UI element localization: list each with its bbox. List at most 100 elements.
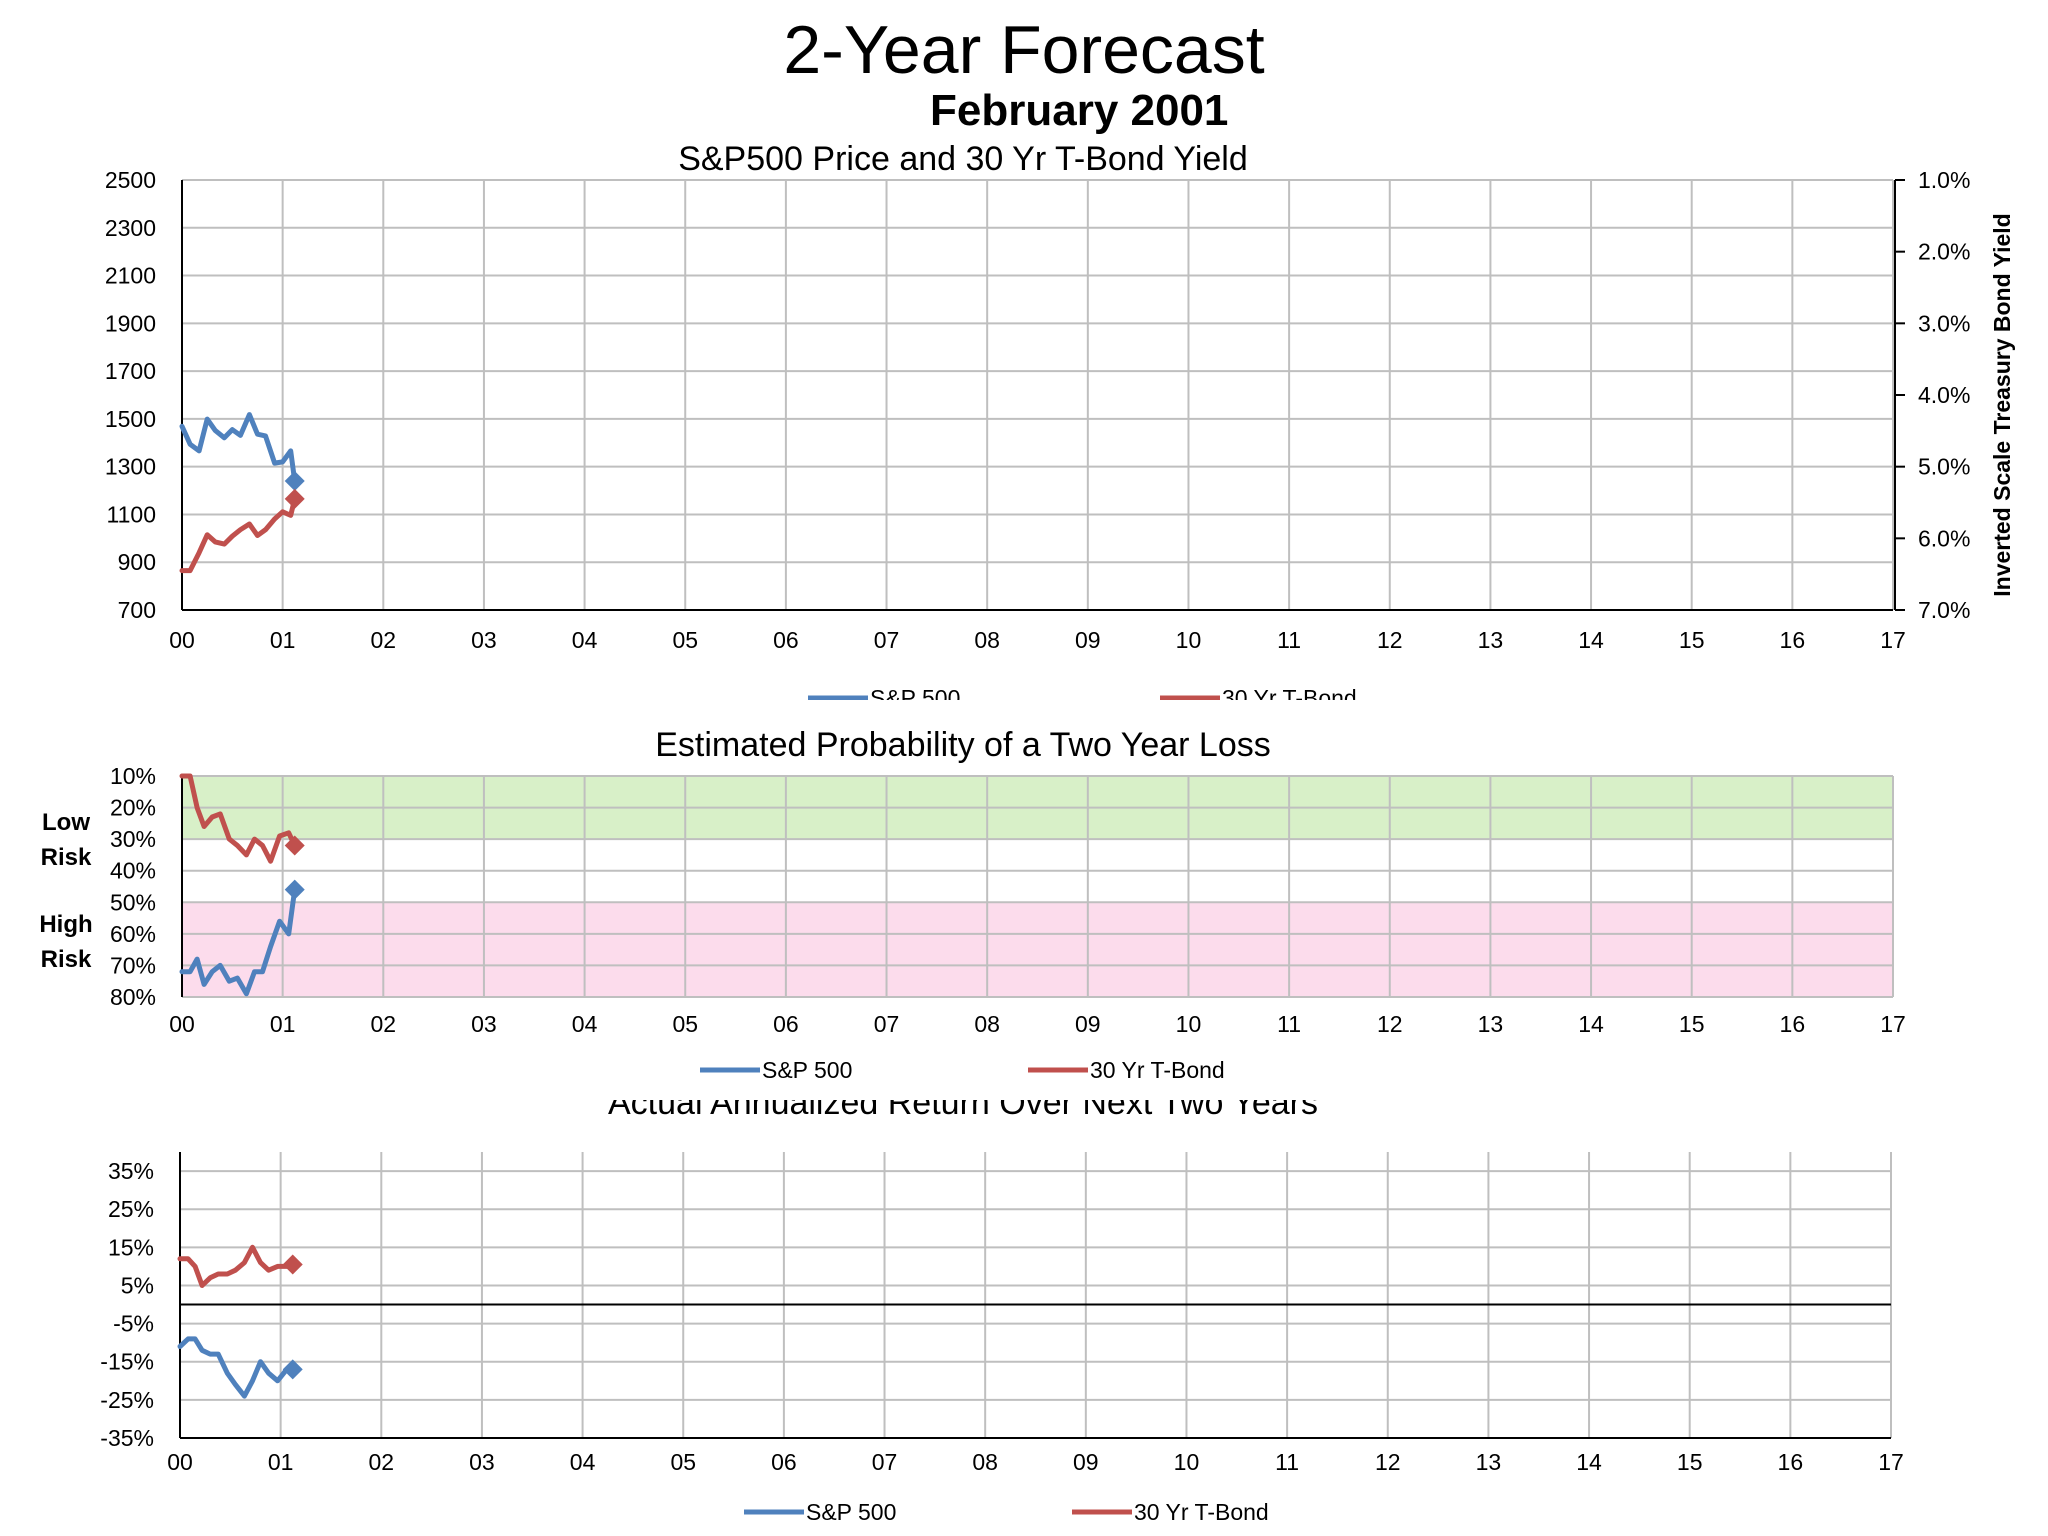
chart1-y-tick-label: 1100 bbox=[107, 501, 156, 527]
chart1-x-tick-label: 03 bbox=[471, 627, 497, 653]
chart3-tbond-end-marker bbox=[282, 1254, 303, 1275]
chart2-x-tick-label: 06 bbox=[773, 1011, 799, 1037]
chart1-y-tick-label: 1700 bbox=[105, 358, 156, 384]
chart1-sp500-end-marker bbox=[284, 471, 305, 491]
high-risk-label-line2: Risk bbox=[41, 946, 92, 973]
chart1-x-tick-label: 16 bbox=[1780, 627, 1806, 653]
chart3-x-tick-label: 05 bbox=[670, 1449, 696, 1475]
chart1-x-tick-label: 11 bbox=[1277, 627, 1301, 653]
chart2-y-tick-label: 40% bbox=[110, 858, 156, 884]
chart1-title: S&P500 Price and 30 Yr T-Bond Yield bbox=[678, 140, 1248, 178]
chart2-y-tick-label: 10% bbox=[110, 763, 156, 789]
chart2-legend-label: S&P 500 bbox=[762, 1057, 852, 1083]
chart3-y-tick-label: -35% bbox=[100, 1425, 154, 1451]
chart1-x-tick-label: 12 bbox=[1377, 627, 1403, 653]
chart3-y-tick-label: 15% bbox=[108, 1234, 154, 1260]
chart3-x-tick-label: 06 bbox=[771, 1449, 797, 1475]
chart3-sp500-line bbox=[177, 1336, 296, 1399]
chart3-y-tick-label: 5% bbox=[121, 1272, 154, 1298]
chart3-x-tick-label: 11 bbox=[1275, 1449, 1299, 1475]
loss-probability-chart: Estimated Probability of a Two Year Loss… bbox=[39, 726, 1906, 1083]
chart1-x-tick-label: 15 bbox=[1679, 627, 1705, 653]
chart1-x-tick-label: 02 bbox=[370, 627, 396, 653]
chart3-legend-label: S&P 500 bbox=[806, 1499, 896, 1525]
chart2-sp500-end-marker bbox=[284, 879, 305, 900]
chart1-legend-label: S&P 500 bbox=[870, 685, 960, 700]
chart1-tbond-line bbox=[179, 496, 298, 574]
chart1-y-tick-label: 1300 bbox=[105, 454, 156, 480]
chart2-x-tick-label: 01 bbox=[270, 1011, 296, 1037]
chart1-sp500-line bbox=[179, 412, 298, 484]
chart3-x-tick-label: 03 bbox=[469, 1449, 495, 1475]
chart1-x-tick-label: 07 bbox=[874, 627, 900, 653]
chart2-y-tick-label: 50% bbox=[110, 889, 156, 915]
chart2-y-tick-label: 30% bbox=[110, 826, 156, 852]
price-yield-chart: S&P500 Price and 30 Yr T-Bond Yield 2500 2… bbox=[105, 140, 2015, 700]
chart1-y2-tick-label: 2.0% bbox=[1918, 239, 1970, 265]
chart1-y-tick-label: 1500 bbox=[105, 406, 156, 432]
chart1-x-tick-label: 00 bbox=[169, 627, 195, 653]
high-risk-band bbox=[182, 902, 1893, 997]
chart3-x-tick-label: 08 bbox=[972, 1449, 998, 1475]
chart2-x-tick-label: 05 bbox=[672, 1011, 698, 1037]
chart2-legend-label: 30 Yr T-Bond bbox=[1090, 1057, 1225, 1083]
chart1-tbond-end-marker bbox=[284, 488, 305, 509]
chart3-title: Actual Annualized Return Over Next Two Y… bbox=[608, 1100, 1318, 1122]
chart2-y-tick-label: 20% bbox=[110, 795, 156, 821]
chart2-x-tick-label: 07 bbox=[874, 1011, 900, 1037]
chart3-x-tick-label: 15 bbox=[1677, 1449, 1703, 1475]
chart3-y-tick-label: 25% bbox=[108, 1196, 154, 1222]
chart3-x-tick-label: 14 bbox=[1576, 1449, 1602, 1475]
chart1-y2-tick-label: 1.0% bbox=[1918, 167, 1970, 193]
chart3-legend-label: 30 Yr T-Bond bbox=[1134, 1499, 1269, 1525]
chart2-x-tick-label: 17 bbox=[1880, 1011, 1906, 1037]
chart1-x-tick-label: 10 bbox=[1176, 627, 1202, 653]
chart1-x-tick-label: 01 bbox=[270, 627, 296, 653]
chart1-legend-label: 30 Yr T-Bond bbox=[1222, 685, 1357, 700]
chart2-x-tick-label: 03 bbox=[471, 1011, 497, 1037]
chart1-y-tick-label: 2500 bbox=[105, 167, 156, 193]
chart3-x-tick-label: 10 bbox=[1174, 1449, 1200, 1475]
low-risk-label-line1: Low bbox=[42, 809, 90, 836]
chart3-sp500-end-marker bbox=[282, 1359, 303, 1380]
chart1-x-tick-label: 06 bbox=[773, 627, 799, 653]
chart1-x-tick-label: 13 bbox=[1478, 627, 1504, 653]
high-risk-label-line1: High bbox=[39, 911, 92, 938]
chart2-x-tick-label: 02 bbox=[370, 1011, 396, 1037]
chart1-y2-tick-label: 7.0% bbox=[1918, 597, 1970, 623]
chart3-y-tick-label: 35% bbox=[108, 1158, 154, 1184]
chart2-y-tick-label: 80% bbox=[110, 984, 156, 1010]
chart2-x-tick-label: 16 bbox=[1780, 1011, 1806, 1037]
chart2-x-tick-label: 14 bbox=[1578, 1011, 1604, 1037]
chart3-x-tick-label: 13 bbox=[1476, 1449, 1502, 1475]
chart3-x-tick-label: 12 bbox=[1375, 1449, 1401, 1475]
chart2-y-tick-label: 60% bbox=[110, 921, 156, 947]
chart1-y-tick-label: 2100 bbox=[105, 263, 156, 289]
chart3-y-tick-label: -15% bbox=[100, 1349, 154, 1375]
chart1-y-tick-label: 900 bbox=[118, 549, 156, 575]
chart2-x-tick-label: 11 bbox=[1277, 1011, 1301, 1037]
chart3-x-tick-label: 02 bbox=[368, 1449, 394, 1475]
chart1-y2-tick-label: 4.0% bbox=[1918, 382, 1970, 408]
chart3-x-tick-label: 07 bbox=[872, 1449, 898, 1475]
chart1-y2-tick-label: 6.0% bbox=[1918, 525, 1970, 551]
chart3-x-tick-label: 17 bbox=[1878, 1449, 1904, 1475]
chart2-x-tick-label: 15 bbox=[1679, 1011, 1705, 1037]
chart1-x-tick-label: 04 bbox=[572, 627, 598, 653]
chart1-y-tick-label: 700 bbox=[118, 597, 156, 623]
chart2-x-tick-label: 09 bbox=[1075, 1011, 1101, 1037]
page-subtitle: February 2001 bbox=[930, 86, 1229, 135]
chart2-tbond-end-marker bbox=[284, 835, 305, 856]
chart3-x-tick-label: 04 bbox=[570, 1449, 596, 1475]
chart2-y-tick-label: 70% bbox=[110, 952, 156, 978]
chart3-y-tick-label: -5% bbox=[113, 1311, 154, 1337]
chart1-y-tick-label: 1900 bbox=[105, 310, 156, 336]
chart1-y-tick-label: 2300 bbox=[105, 215, 156, 241]
chart2-title: Estimated Probability of a Two Year Loss bbox=[655, 726, 1271, 764]
chart2-x-tick-label: 13 bbox=[1478, 1011, 1504, 1037]
low-risk-label-line2: Risk bbox=[41, 844, 92, 871]
chart2-x-tick-label: 12 bbox=[1377, 1011, 1403, 1037]
chart3-tbond-line bbox=[177, 1244, 296, 1288]
chart1-x-tick-label: 09 bbox=[1075, 627, 1101, 653]
